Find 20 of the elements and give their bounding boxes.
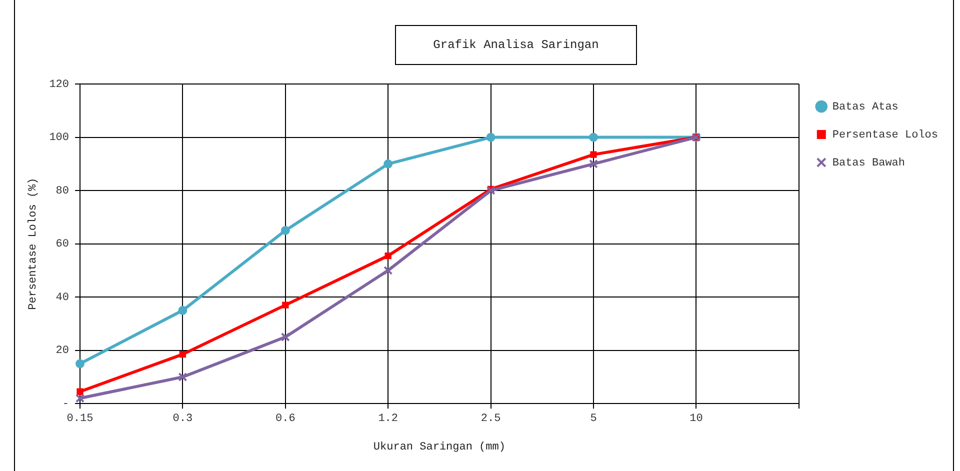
x-tick-label: 1.2 [378, 413, 398, 426]
y-tick-label: 40 [56, 292, 70, 304]
x-tick-label: 0.15 [66, 413, 94, 426]
x-tick-label: 0.6 [275, 413, 296, 426]
y-tick-label: 100 [49, 132, 70, 144]
x-axis-title: Ukuran Saringan (mm) [373, 441, 506, 454]
y-tick-label: - [62, 398, 70, 411]
y-tick-label: 120 [49, 78, 70, 91]
x-tick-label: 5 [590, 413, 597, 426]
y-tick-label: 60 [56, 238, 70, 251]
y-tick-label: 80 [56, 185, 70, 198]
y-axis-title: Persentase Lolos (%) [28, 178, 40, 310]
legend-label: Persentase Lolos [832, 129, 938, 142]
chart-title: Grafik Analisa Saringan [395, 25, 637, 65]
y-tick-label: 20 [56, 345, 70, 358]
x-tick-label: 10 [690, 413, 703, 426]
x-tick-label: 2.5 [480, 413, 501, 426]
legend-label: Batas Atas [832, 101, 898, 114]
x-tick-label: 0.3 [172, 413, 193, 426]
legend-label: Batas Bawah [832, 157, 906, 170]
